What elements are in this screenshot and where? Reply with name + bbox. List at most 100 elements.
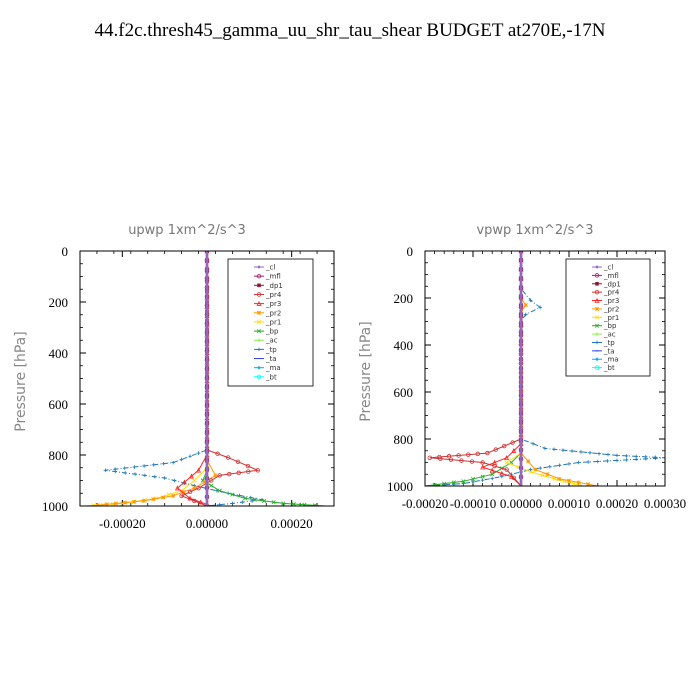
- series-marker-cl: [519, 411, 523, 416]
- series-marker-tp: [161, 461, 166, 466]
- series-marker-cl: [519, 475, 523, 479]
- series-marker-tp: [605, 459, 610, 463]
- legend-label: _bp: [265, 328, 279, 336]
- series-marker-pr4: [448, 457, 454, 462]
- series-marker-tp: [123, 471, 127, 475]
- series-marker-pr2: [113, 501, 119, 506]
- legend-label: _pr4: [603, 289, 620, 297]
- page-title: 44.f2c.thresh45_gamma_uu_shr_tau_shear B…: [94, 20, 606, 41]
- legend-label: _pr1: [265, 318, 281, 326]
- legend-label: _mfl: [265, 273, 281, 281]
- legend-label: _ma: [265, 364, 281, 372]
- series-marker-cl: [519, 375, 523, 380]
- series-marker-cl: [519, 312, 523, 317]
- series-marker-pr2: [123, 500, 128, 505]
- legend-marker: [256, 374, 262, 380]
- series-marker-pr2: [545, 472, 550, 477]
- legend-marker: [595, 281, 599, 286]
- series-marker-tp: [132, 465, 137, 469]
- legend-label: _ac: [603, 331, 616, 339]
- series-marker-cl: [205, 258, 209, 262]
- y-tick-label: 800: [49, 448, 69, 463]
- series-marker-pr2: [181, 489, 186, 495]
- series-marker-cl: [519, 448, 523, 452]
- series-marker-cl: [205, 394, 209, 399]
- x-tick-label: -0.00020: [402, 496, 449, 511]
- series-marker-tp: [152, 474, 157, 479]
- series-marker-cl: [519, 348, 523, 353]
- series-marker-tp: [634, 457, 638, 462]
- series-marker-bp: [470, 476, 476, 482]
- series-marker-cl: [205, 340, 209, 344]
- series-marker-cl: [519, 457, 523, 461]
- series-marker-pr2: [213, 473, 218, 478]
- legend-label: _bt: [265, 373, 277, 381]
- upwp-panel: upwp 1xm^2/s^3 Pressure [hPa] 0 200 400 600 80…: [13, 223, 335, 531]
- series-marker-pr4: [502, 443, 507, 449]
- series-marker-tp: [543, 446, 547, 451]
- series-marker-pr2: [202, 479, 207, 484]
- series-marker-cl: [205, 312, 209, 317]
- series-marker-pr3: [174, 485, 180, 491]
- series-marker-tp: [624, 454, 629, 458]
- series-marker-cl: [519, 258, 523, 262]
- y-tick-label: 200: [394, 291, 414, 306]
- series-marker-pr2: [171, 493, 176, 498]
- legend-marker: [257, 265, 261, 269]
- series-marker-tp: [567, 462, 571, 466]
- series-marker-bp: [432, 482, 437, 486]
- series-marker-cl: [205, 285, 209, 290]
- series-marker-tp: [570, 449, 574, 453]
- series-marker-tp: [524, 312, 528, 317]
- series-line-pr4: [180, 251, 260, 506]
- series-marker-cl: [205, 449, 209, 454]
- series-marker-pr4: [493, 447, 498, 452]
- series-marker-pr4: [475, 451, 480, 457]
- series-marker-cl: [205, 331, 209, 335]
- series-marker-tp: [548, 464, 552, 469]
- series-marker-tp: [172, 478, 177, 483]
- x-tick-label: 0.00020: [596, 496, 638, 511]
- series-marker-pr4: [179, 493, 184, 498]
- series-marker-cl: [205, 385, 209, 390]
- legend-marker: [256, 319, 262, 325]
- series-marker-cl: [205, 322, 209, 326]
- series-marker-pr4: [480, 460, 485, 465]
- legend-label: _ta: [603, 347, 615, 355]
- series-marker-pr2: [557, 476, 562, 482]
- series-marker-tp: [615, 458, 619, 463]
- series-marker-cl: [205, 422, 209, 426]
- series-marker-pr4: [192, 498, 197, 504]
- series-marker-tp: [528, 298, 533, 303]
- series-line-pr3: [481, 251, 522, 486]
- series-marker-tp: [644, 457, 648, 461]
- legend-marker: [256, 273, 262, 279]
- series-marker-tp: [586, 460, 590, 464]
- legend-marker: [595, 332, 599, 336]
- series-marker-bp: [291, 502, 296, 506]
- series-marker-tp: [538, 305, 542, 310]
- series-marker-tp: [196, 451, 201, 455]
- series-marker-bp: [243, 496, 248, 501]
- series-marker-tp: [624, 458, 629, 462]
- series-marker-bp: [312, 503, 318, 506]
- series-marker-cl: [519, 267, 523, 271]
- series-marker-cl: [205, 495, 209, 499]
- y-tick-label: 1000: [42, 499, 68, 514]
- legend-label: _pr2: [265, 309, 281, 317]
- series-marker-cl: [205, 267, 209, 272]
- legend-label: _cl: [603, 264, 613, 272]
- series-marker-tp: [240, 500, 245, 504]
- legend-label: _dp1: [265, 282, 283, 290]
- series-line-pr4: [429, 251, 522, 486]
- series-marker-pr4: [187, 489, 193, 495]
- series-line-pr1: [84, 251, 208, 506]
- legend-label: _bt: [603, 364, 615, 372]
- series-marker-tp: [171, 460, 175, 465]
- series-marker-cl: [205, 485, 209, 490]
- series-marker-pr1: [192, 478, 197, 483]
- series-marker-tp: [162, 476, 167, 480]
- series-marker-bp: [442, 481, 447, 486]
- legend-label: _tp: [265, 346, 277, 354]
- legend-label: _pr1: [603, 314, 619, 322]
